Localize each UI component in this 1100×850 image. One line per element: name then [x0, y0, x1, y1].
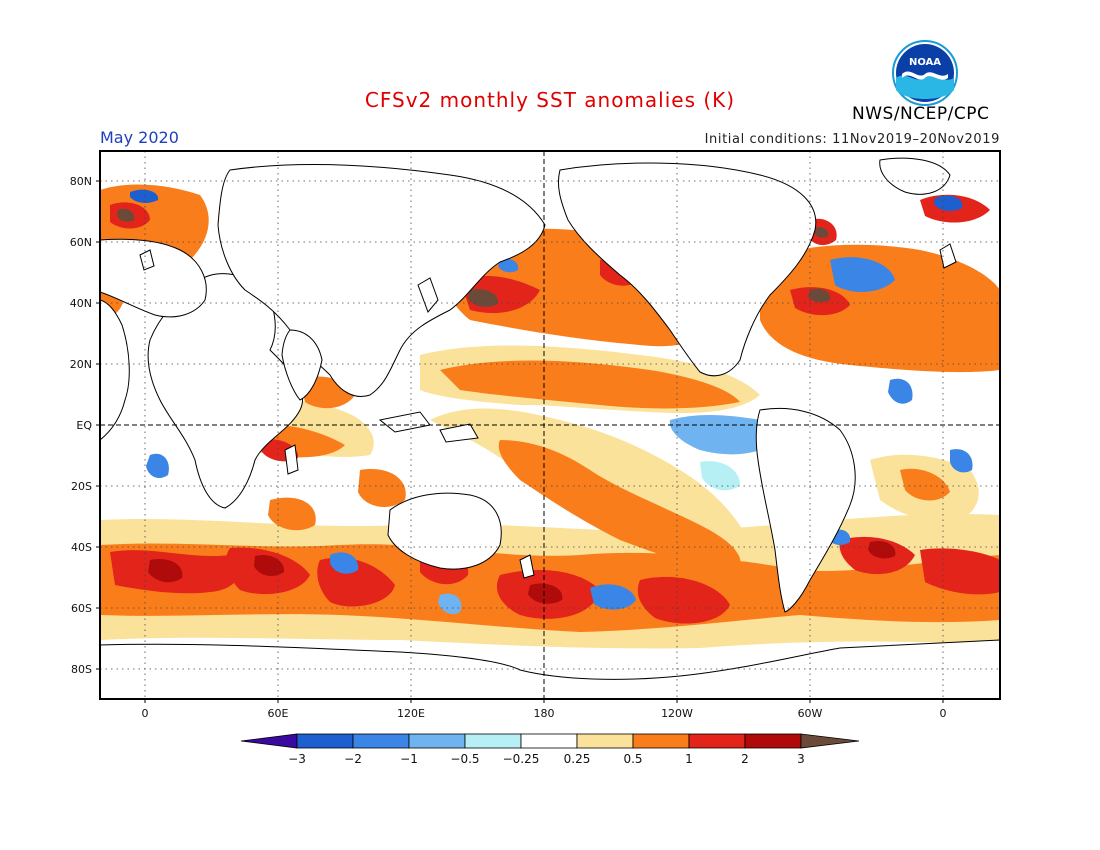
colorbar-swatch	[632, 733, 690, 749]
lat-tick-label: EQ	[76, 419, 92, 432]
noaa-logo-text: NOAA	[909, 57, 941, 68]
colorbar-swatch	[352, 733, 410, 749]
lat-tick-label: 20S	[71, 480, 92, 493]
colorbar-label: 0.25	[564, 752, 591, 766]
colorbar-swatch	[688, 733, 746, 749]
land-outlines	[100, 157, 1000, 699]
lat-tick-label: 20N	[70, 358, 92, 371]
lat-axis: 80N 60N 40N 20N EQ 20S 40S 60S 80S	[70, 175, 100, 676]
colorbar	[240, 733, 860, 749]
colorbar-swatch	[576, 733, 634, 749]
lat-tick-label: 60S	[71, 602, 92, 615]
initial-conditions-label: Initial conditions: 11Nov2019–20Nov2019	[704, 132, 1000, 147]
colorbar-label: 2	[741, 752, 749, 766]
colorbar-label: −2	[344, 752, 362, 766]
colorbar-swatch	[800, 733, 860, 749]
lon-axis: 0 60E 120E 180 120W 60W 0	[142, 699, 947, 720]
colorbar-swatch	[520, 733, 578, 749]
colorbar-swatch	[744, 733, 802, 749]
map-plot-area	[100, 151, 1000, 699]
agency-label: NWS/NCEP/CPC	[852, 104, 990, 124]
colorbar-swatch	[464, 733, 522, 749]
colorbar-swatch	[408, 733, 466, 749]
lon-tick-label: 60E	[268, 707, 289, 720]
lat-tick-label: 40S	[71, 541, 92, 554]
colorbar-label: 3	[797, 752, 805, 766]
lon-tick-label: 60W	[798, 707, 823, 720]
colorbar-label: 0.5	[623, 752, 642, 766]
colorbar-label: −1	[400, 752, 418, 766]
colorbar-swatch	[240, 733, 298, 749]
lon-tick-label: 120W	[661, 707, 693, 720]
lon-tick-label: 180	[534, 707, 555, 720]
colorbar-label: −0.5	[450, 752, 479, 766]
valid-month-label: May 2020	[100, 128, 179, 147]
colorbar-label: −3	[288, 752, 306, 766]
noaa-logo-icon: NOAA	[892, 40, 958, 106]
colorbar-label: 1	[685, 752, 693, 766]
colorbar-label: −0.25	[503, 752, 540, 766]
lat-tick-label: 80S	[71, 663, 92, 676]
lon-tick-label: 120E	[397, 707, 425, 720]
lon-tick-label: 0	[142, 707, 149, 720]
colorbar-labels: −3 −2 −1 −0.5 −0.25 0.25 0.5 1 2 3	[288, 752, 805, 766]
map-title: CFSv2 monthly SST anomalies (K)	[364, 88, 736, 112]
lat-tick-label: 60N	[70, 236, 92, 249]
graticule	[100, 151, 1000, 699]
lat-tick-label: 80N	[70, 175, 92, 188]
lat-tick-label: 40N	[70, 297, 92, 310]
lon-tick-label: 0	[940, 707, 947, 720]
colorbar-swatch	[296, 733, 354, 749]
